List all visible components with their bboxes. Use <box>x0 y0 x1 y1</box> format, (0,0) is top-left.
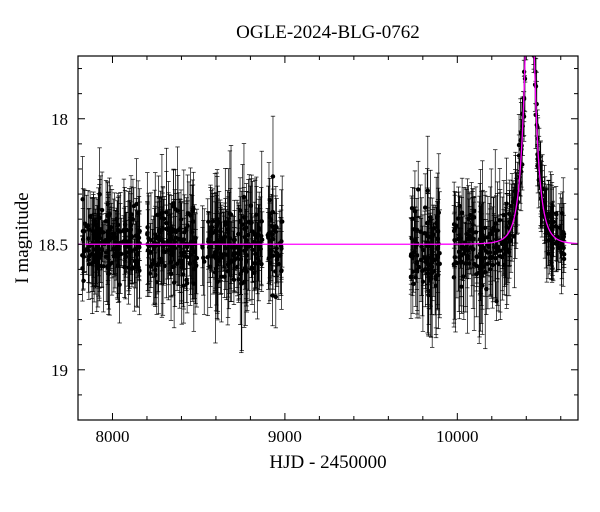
chart-title: OGLE-2024-BLG-0762 <box>236 22 420 43</box>
xtick-label: 8000 <box>95 427 129 446</box>
xtick-label: 10000 <box>436 427 479 446</box>
error-bars <box>80 0 566 353</box>
ytick-label: 18.5 <box>38 235 68 254</box>
ytick-label: 18 <box>51 110 68 129</box>
light-curve-chart: 8000 9000 10000 18 18.5 19 OGLE-2024-BLG-0762 H… <box>0 0 600 512</box>
x-axis-label: HJD - 2450000 <box>269 452 386 473</box>
ytick-label: 19 <box>51 361 68 380</box>
xtick-label: 9000 <box>268 427 302 446</box>
y-axis-label: I magnitude <box>12 192 33 283</box>
chart-container: 8000 9000 10000 18 18.5 19 OGLE-2024-BLG-0762 H… <box>0 0 600 512</box>
